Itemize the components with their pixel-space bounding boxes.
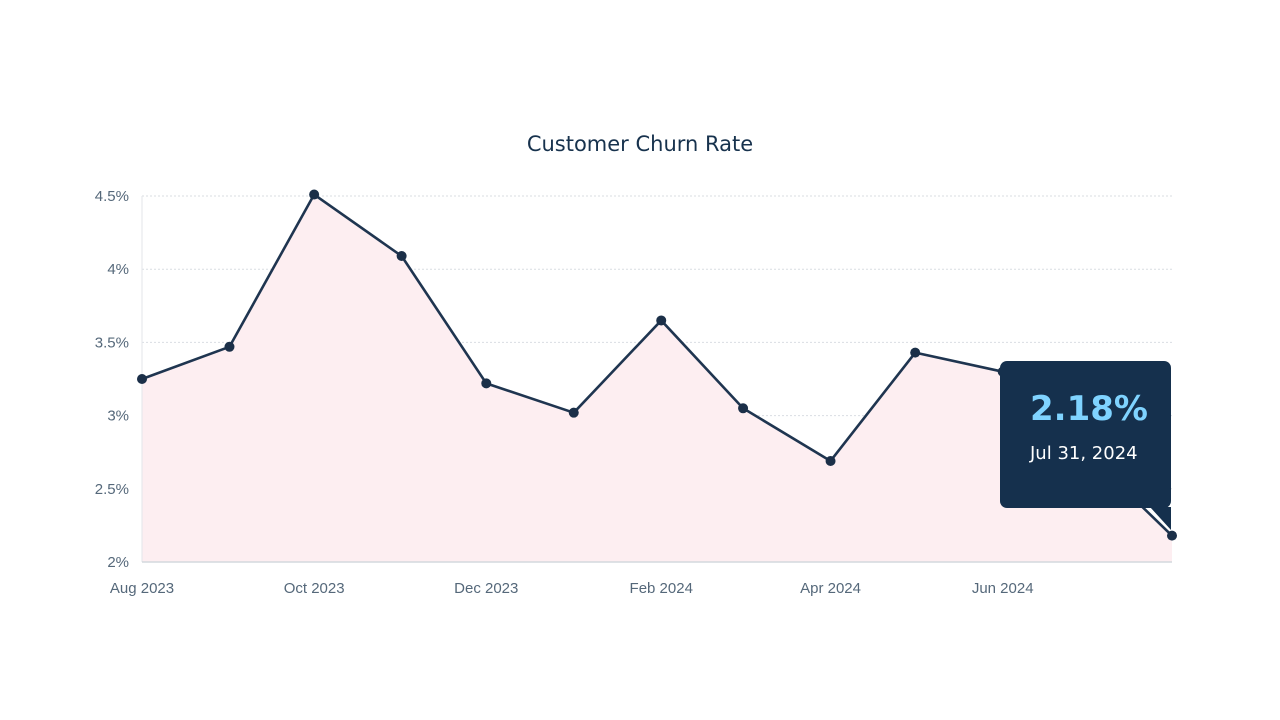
x-tick-label: Apr 2024 bbox=[800, 580, 861, 597]
area-path bbox=[142, 194, 1172, 562]
tooltip-value: 2.18% bbox=[1030, 389, 1148, 429]
x-tick-label: Aug 2023 bbox=[110, 580, 174, 597]
y-tick-label: 3% bbox=[107, 408, 129, 425]
data-point[interactable] bbox=[738, 403, 749, 414]
hover-tooltip: 2.18% Jul 31, 2024 bbox=[1000, 361, 1171, 508]
data-point[interactable] bbox=[137, 374, 147, 384]
data-point[interactable] bbox=[656, 315, 667, 326]
data-point[interactable] bbox=[910, 347, 921, 358]
y-tick-label: 2% bbox=[107, 554, 129, 571]
area-fill bbox=[142, 194, 1172, 562]
y-tick-label: 2.5% bbox=[95, 481, 129, 498]
data-point[interactable] bbox=[825, 455, 836, 466]
data-point[interactable] bbox=[224, 341, 235, 352]
series-line-path bbox=[141, 193, 1173, 537]
chart-title: Customer Churn Rate bbox=[526, 132, 754, 156]
y-tick-labels: 2% 2.5% 3% 3.5% 4% 4.5% bbox=[95, 188, 129, 571]
data-point[interactable] bbox=[481, 378, 492, 389]
y-tick-label: 4.5% bbox=[95, 188, 129, 205]
y-tick-label: 4% bbox=[107, 261, 129, 278]
series-line bbox=[141, 193, 1173, 537]
data-point[interactable] bbox=[396, 251, 407, 262]
tooltip-date: Jul 31, 2024 bbox=[1030, 443, 1138, 464]
x-tick-label: Oct 2023 bbox=[284, 580, 345, 597]
data-point[interactable] bbox=[568, 407, 579, 418]
x-tick-label: Feb 2024 bbox=[630, 580, 693, 597]
data-point[interactable] bbox=[309, 189, 320, 200]
x-tick-label: Jun 2024 bbox=[972, 580, 1034, 597]
x-tick-label: Dec 2023 bbox=[454, 580, 518, 597]
data-point[interactable] bbox=[1167, 530, 1177, 541]
y-tick-label: 3.5% bbox=[95, 334, 129, 351]
x-tick-labels: Aug 2023 Oct 2023 Dec 2023 Feb 2024 Apr 2024… bbox=[110, 580, 1034, 597]
